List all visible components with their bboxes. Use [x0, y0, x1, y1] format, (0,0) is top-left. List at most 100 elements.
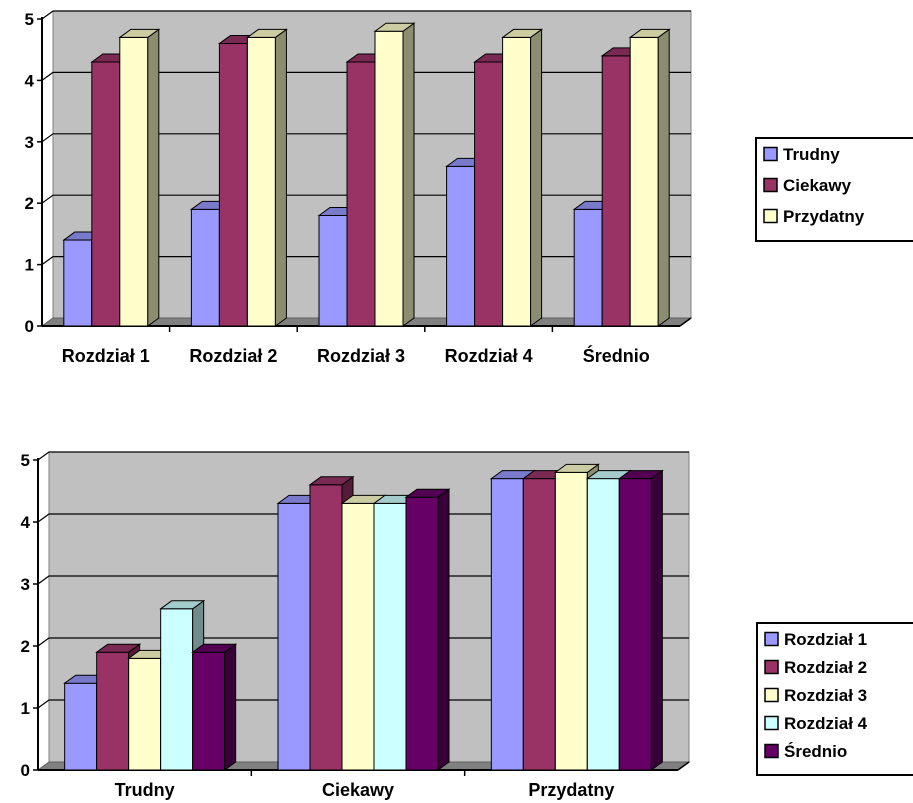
bar-front [128, 657, 162, 771]
legend-swatch [764, 631, 779, 647]
bar-front [405, 496, 439, 771]
y-tick-label: 3 [25, 133, 34, 152]
legend-swatch [763, 146, 778, 162]
bar-srednio-trudny [191, 643, 238, 771]
bar-front [63, 239, 93, 327]
x-axis-end [677, 761, 690, 771]
legend-item-trudny: Trudny [763, 145, 840, 164]
x-category-label: Rozdział 1 [62, 346, 150, 366]
y-tick-label: 3 [21, 575, 30, 594]
legend-swatch [764, 687, 779, 703]
bar-przydatny-rozdzial-1 [118, 28, 161, 327]
bar-front [218, 43, 248, 327]
bar-front [119, 36, 149, 327]
y-tick-label: 0 [21, 761, 30, 780]
x-category-label: Rozdział 4 [445, 346, 533, 366]
legend-item-srednio: Średnio [764, 742, 847, 761]
gridline [37, 451, 689, 461]
bar-top [628, 28, 671, 38]
y-tick-label: 5 [25, 10, 34, 29]
bar-front [309, 484, 343, 771]
gridline [37, 699, 689, 709]
bar-side [650, 469, 663, 771]
x-category-label: Przydatny [528, 780, 614, 800]
legend-item-przydatny: Przydatny [763, 207, 865, 226]
bar-front [618, 478, 652, 771]
bar-top [245, 28, 288, 38]
bar-top [617, 470, 664, 480]
bar-front [554, 471, 588, 771]
bar-side [147, 28, 160, 327]
bar-front [446, 165, 476, 327]
bar-top [404, 488, 451, 498]
bar-front [374, 30, 404, 327]
bar-front [490, 478, 524, 771]
bar-front [601, 55, 631, 327]
bar-side [530, 28, 543, 327]
bar-front [160, 608, 194, 771]
legend-label: Rozdział 3 [784, 686, 867, 705]
legend-label: Rozdział 1 [784, 630, 867, 649]
x-category-label: Trudny [115, 780, 175, 800]
legend-frame [755, 137, 913, 242]
bar-top [118, 28, 161, 38]
legend: Trudny Ciekawy Przydatny [755, 137, 913, 242]
bar-top [501, 28, 544, 38]
bar-front [190, 208, 220, 327]
legend-swatch [764, 715, 779, 731]
bar-side [274, 28, 287, 327]
chart-chapters: 0 1 2 3 4 5 Rozdział 1 Rozdział 2 Rozdział 3 Rozd… [25, 10, 913, 366]
bar-side [224, 643, 237, 771]
bar-top [191, 643, 238, 653]
bar-top [159, 600, 206, 610]
x-category-label: Rozdział 3 [317, 346, 405, 366]
legend-item-rozdzial-4: Rozdział 4 [764, 714, 868, 733]
gridline [41, 10, 691, 20]
y-tick-label: 4 [25, 71, 35, 90]
legend-item-ciekawy: Ciekawy [763, 176, 852, 195]
bar-front [586, 478, 620, 771]
legend-label: Ciekawy [783, 176, 852, 195]
bar-side [402, 22, 415, 327]
legend-label: Średnio [784, 742, 847, 761]
bar-front [64, 682, 98, 771]
bar-top [553, 463, 600, 473]
bar-front [629, 36, 659, 327]
legend-item-rozdzial-3: Rozdział 3 [764, 686, 867, 705]
y-tick-label: 2 [21, 637, 30, 656]
bar-front [318, 214, 348, 327]
y-tick-label: 1 [25, 256, 34, 275]
bar-front [502, 36, 532, 327]
y-tick-label: 0 [25, 317, 34, 336]
bar-front [373, 502, 407, 771]
bar-front [91, 61, 121, 327]
bar-srednio-ciekawy [404, 488, 451, 771]
gridline [37, 513, 689, 523]
x-category-label: Ciekawy [322, 780, 394, 800]
bar-front [96, 651, 130, 771]
legend-label: Rozdział 4 [784, 714, 868, 733]
legend-swatch [763, 208, 778, 224]
bar-front [341, 502, 375, 771]
legend: Rozdział 1 Rozdział 2 Rozdział 3 Rozdział 4… [756, 622, 913, 776]
bar-przydatny-rozdzial-2 [245, 28, 288, 327]
bar-przydatny-rozdzial-3 [373, 22, 416, 327]
bar-side [437, 488, 450, 771]
legend-label: Trudny [783, 145, 840, 164]
bar-top [95, 643, 142, 653]
y-tick-label: 5 [21, 451, 30, 470]
x-category-label: Średnio [583, 345, 650, 366]
legend-item-rozdzial-2: Rozdział 2 [764, 658, 867, 677]
gridline [37, 575, 689, 585]
x-axis-end [679, 317, 692, 327]
bar-front [474, 61, 504, 327]
bar-front [522, 478, 556, 771]
bar-front [192, 651, 226, 771]
bar-front [246, 36, 276, 327]
y-tick-label: 4 [21, 513, 31, 532]
bar-front [346, 61, 376, 327]
legend-swatch [764, 743, 779, 759]
legend-label: Przydatny [783, 207, 865, 226]
